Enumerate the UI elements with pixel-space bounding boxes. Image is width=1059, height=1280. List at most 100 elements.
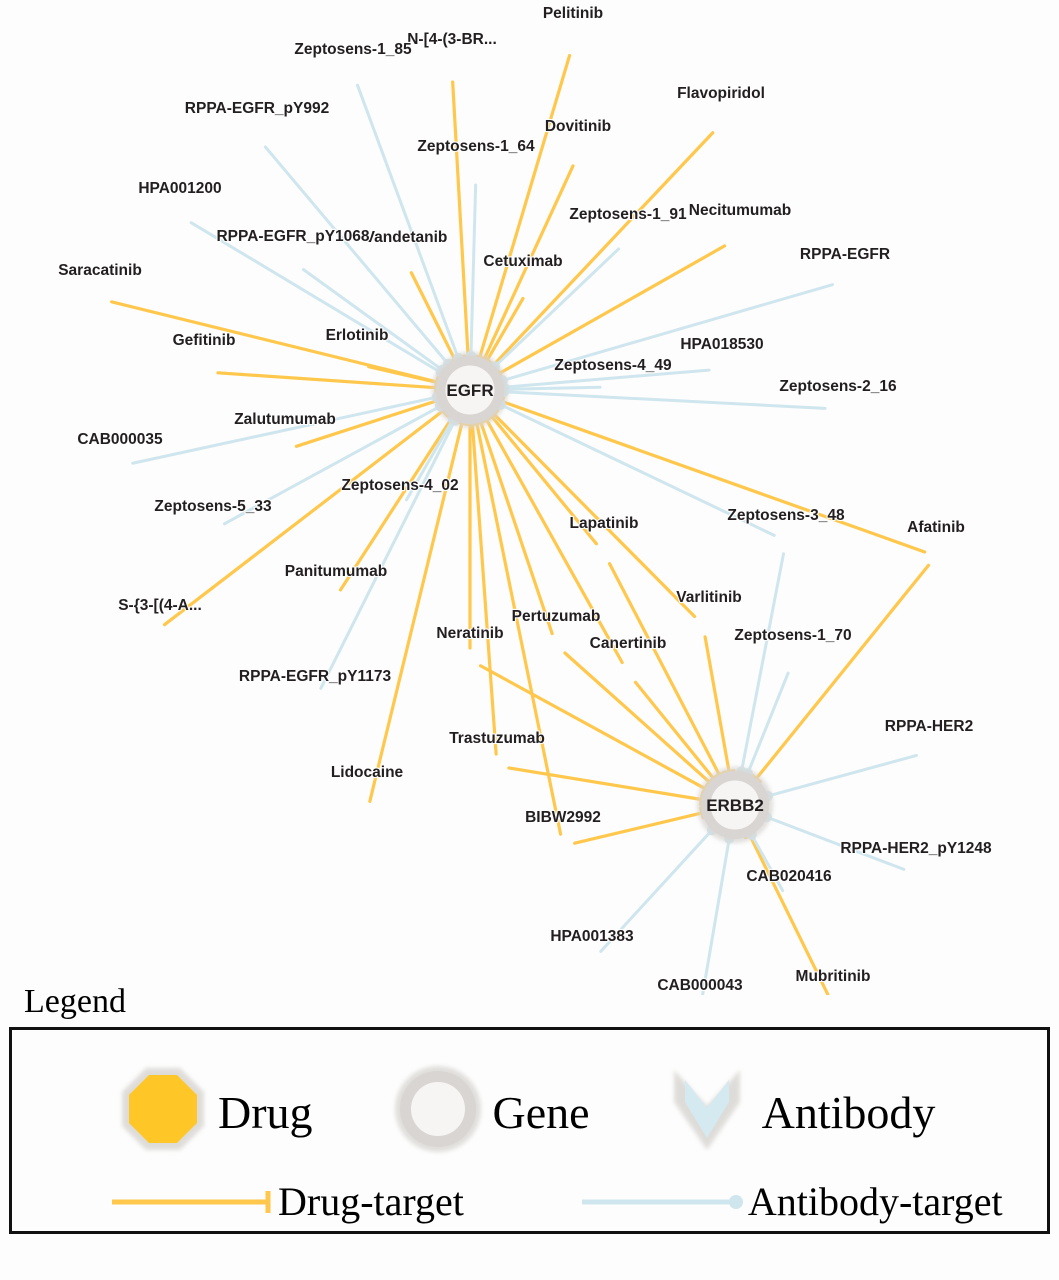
node-label: N-[4-(3-BR...	[407, 31, 497, 48]
drug-target-edge[interactable]	[754, 563, 931, 781]
drug-target-edge[interactable]	[491, 131, 715, 367]
antibody-target-edge[interactable]	[746, 671, 790, 775]
antibody-target-edge[interactable]	[493, 247, 621, 369]
antibody-target-edge[interactable]	[189, 221, 443, 375]
drug-target-edge[interactable]	[409, 271, 457, 362]
drug-target-edge[interactable]	[478, 53, 572, 360]
drug-target-edge[interactable]	[703, 635, 731, 774]
gene-node[interactable]	[697, 767, 773, 843]
drug-target-edge[interactable]	[479, 420, 554, 636]
node-label: RPPA-HER2	[885, 718, 973, 735]
drug-target-edge[interactable]	[563, 651, 712, 784]
drug-target-edge[interactable]	[162, 409, 445, 627]
drug-target-edge[interactable]	[470, 422, 498, 756]
edges-layer	[110, 53, 931, 995]
drug-target-edge[interactable]	[484, 418, 624, 665]
drug-target-edge[interactable]	[573, 811, 704, 845]
antibody-target-edge[interactable]	[319, 418, 457, 690]
node-label: Trastuzumab	[449, 730, 545, 747]
antibody-target-edge[interactable]	[502, 368, 711, 389]
legend-label-antibody: Antibody	[761, 1087, 936, 1138]
node-label: Gefitinib	[173, 332, 236, 349]
drug-target-edge[interactable]	[607, 562, 721, 777]
drug-target-edge-icon	[112, 1191, 271, 1213]
antibody-target-edge[interactable]	[502, 390, 827, 410]
antibody-target-edge[interactable]	[263, 145, 450, 366]
antibody-chevron-icon	[673, 1070, 740, 1150]
node-label: CAB000035	[77, 431, 163, 448]
drug-target-edge[interactable]	[485, 296, 525, 363]
drug-target-edge[interactable]	[633, 680, 716, 781]
drug-target-edge[interactable]	[338, 416, 454, 592]
node-label: Cetuximab	[483, 253, 562, 270]
antibody-target-edge[interactable]	[499, 403, 776, 537]
node-label: Zeptosens-1_70	[734, 627, 851, 644]
node-label: Lidocaine	[331, 764, 404, 781]
antibody-target-edge[interactable]	[502, 385, 602, 391]
antibody-target-edge[interactable]	[701, 837, 731, 995]
legend-item-gene: Gene	[383, 1058, 590, 1168]
antibody-target-edge[interactable]	[222, 404, 442, 526]
node-label: Vandetanib	[365, 229, 448, 246]
node-label: RPPA-EGFR_pY1173	[239, 668, 392, 685]
drug-target-edge[interactable]	[216, 371, 438, 390]
drug-target-edge[interactable]	[507, 766, 704, 802]
node-label: Zeptosens-1_91	[569, 206, 687, 223]
node-label: Pelitinib	[543, 5, 603, 22]
drug-target-edge[interactable]	[492, 412, 697, 619]
node-label: Zeptosens-4_49	[554, 357, 672, 374]
antibody-target-edge[interactable]	[405, 417, 455, 502]
drug-target-edge[interactable]	[451, 80, 470, 358]
node-label: BIBW2992	[525, 809, 601, 826]
gene-node-label: ERBB2	[706, 796, 764, 815]
node-label: Zeptosens-2_16	[779, 378, 897, 395]
network-canvas[interactable]: Pelitinib N-[4-(3-BR... Flavopiridol Doviti…	[0, 0, 1059, 995]
drug-target-edge[interactable]	[497, 244, 727, 375]
antibody-target-edge[interactable]	[750, 833, 785, 893]
gene-node[interactable]	[432, 352, 508, 428]
drug-target-edge[interactable]	[482, 164, 575, 361]
antibody-target-edge[interactable]	[469, 183, 478, 358]
node-label: S-{3-[(4-A...	[118, 597, 202, 614]
node-label: CAB020416	[746, 868, 832, 885]
drug-target-edge[interactable]	[294, 398, 440, 448]
antibody-target-edge[interactable]	[131, 395, 439, 465]
legend-label-antibody-target: Antibody-target	[747, 1179, 1003, 1224]
antibody-target-edge[interactable]	[765, 815, 906, 871]
node-label: Afatinib	[907, 519, 965, 536]
drug-target-edge[interactable]	[475, 421, 563, 836]
node-label: Dovitinib	[545, 118, 611, 135]
node-label: RPPA-HER2_pY1248	[840, 840, 992, 857]
drug-target-edge[interactable]	[500, 399, 927, 554]
antibody-target-edge[interactable]	[356, 83, 460, 360]
legend-item-antibody: Antibody	[652, 1058, 936, 1168]
node-label: Mubritinib	[796, 968, 871, 985]
node-label: Zeptosens-1_85	[294, 41, 412, 58]
node-label: Canertinib	[590, 635, 667, 652]
legend-label-gene: Gene	[492, 1087, 590, 1138]
node-label: Erlotinib	[326, 327, 389, 344]
antibody-target-edge[interactable]	[739, 552, 786, 774]
node-label: Zeptosens-1_64	[417, 138, 535, 155]
node-label: HPA001200	[138, 180, 221, 197]
node-label: Zeptosens-5_33	[154, 498, 272, 515]
drug-target-edge[interactable]	[367, 365, 439, 384]
node-label: RPPA-EGFR_pY1068	[216, 228, 369, 245]
antibody-target-edge[interactable]	[599, 828, 714, 953]
node-label: Necitumumab	[689, 202, 792, 219]
antibody-target-edge[interactable]	[766, 753, 918, 798]
drug-target-edge[interactable]	[748, 833, 830, 995]
drug-target-edge[interactable]	[489, 414, 598, 546]
node-label: Pertuzumab	[512, 608, 601, 625]
legend-title: Legend	[24, 983, 126, 1020]
drug-target-edge[interactable]	[478, 664, 707, 791]
antibody-target-edge[interactable]	[501, 283, 835, 383]
gene-circle-inner	[445, 365, 495, 415]
antibody-target-edge[interactable]	[302, 268, 444, 372]
node-label: RPPA-EGFR	[800, 246, 890, 263]
nodes-layer	[432, 352, 773, 843]
legend: Legend Drug Gene	[0, 985, 1059, 1234]
drug-target-edge[interactable]	[368, 421, 464, 803]
legend-edge-row: Drug-target Antibody-target	[12, 1178, 1047, 1226]
